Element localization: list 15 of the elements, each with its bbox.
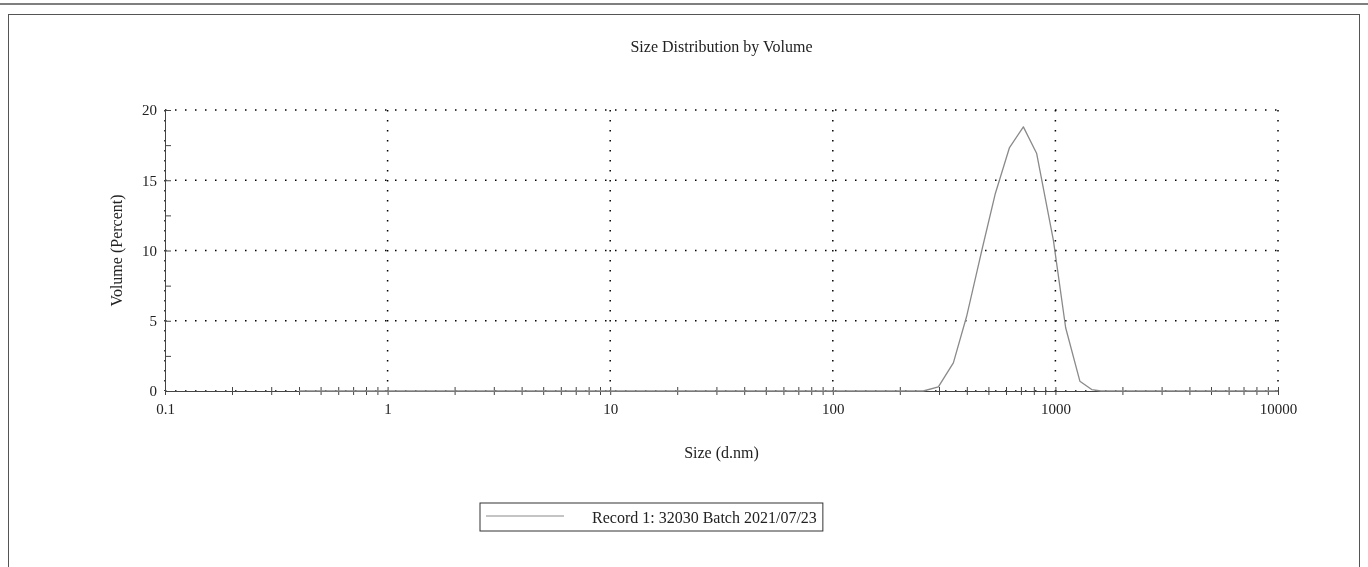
x-tick-label: 1000 bbox=[1040, 400, 1071, 417]
x-tick-label: 0.1 bbox=[156, 400, 175, 417]
y-axis-title: Volume (Percent) bbox=[108, 194, 126, 307]
legend-label: Record 1: 32030 Batch 2021/07/23 bbox=[592, 509, 817, 526]
x-tick-label: 1 bbox=[384, 400, 392, 417]
y-tick-label: 5 bbox=[149, 313, 157, 330]
x-axis-title: Size (d.nm) bbox=[684, 444, 759, 462]
y-tick-label: 20 bbox=[142, 102, 157, 119]
y-tick-label: 10 bbox=[142, 242, 157, 259]
x-tick-label: 100 bbox=[822, 400, 845, 417]
chart-title: Size Distribution by Volume bbox=[630, 38, 813, 56]
y-tick-label: 0 bbox=[149, 383, 157, 400]
x-tick-label: 10 bbox=[603, 400, 619, 417]
x-tick-label: 10000 bbox=[1259, 400, 1298, 417]
y-tick-label: 15 bbox=[142, 172, 157, 189]
